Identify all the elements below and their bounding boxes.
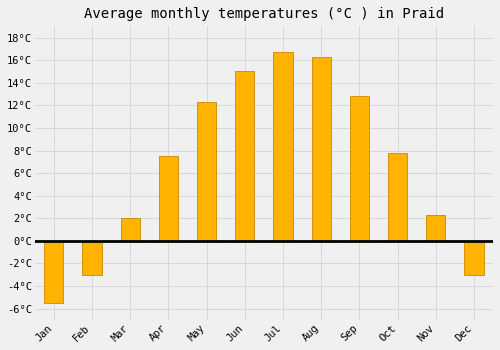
Bar xyxy=(350,96,369,241)
Bar xyxy=(426,215,446,241)
Title: Average monthly temperatures (°C ) in Praid: Average monthly temperatures (°C ) in Pr… xyxy=(84,7,444,21)
Bar xyxy=(274,52,292,241)
Bar xyxy=(44,241,64,303)
Bar xyxy=(388,153,407,241)
Bar xyxy=(312,57,330,241)
Bar xyxy=(464,241,483,275)
Bar xyxy=(197,102,216,241)
Bar xyxy=(235,71,255,241)
Bar xyxy=(159,156,178,241)
Bar xyxy=(82,241,102,275)
Bar xyxy=(120,218,140,241)
